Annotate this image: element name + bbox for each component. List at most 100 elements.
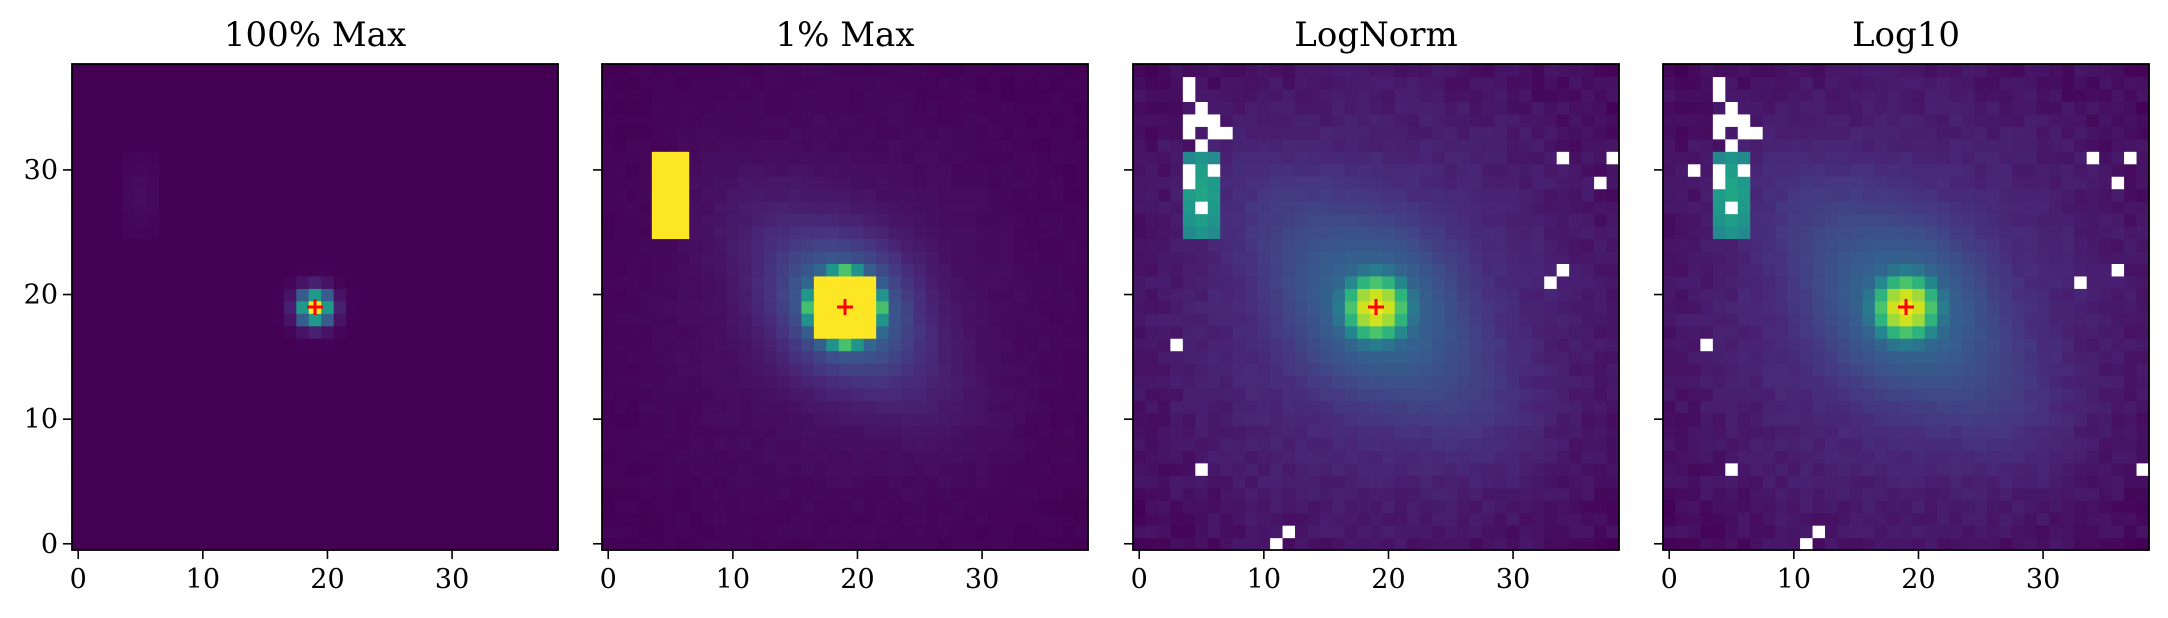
image-pixel xyxy=(1419,151,1433,165)
image-pixel xyxy=(96,437,110,451)
image-pixel xyxy=(321,250,335,264)
image-pixel xyxy=(1432,76,1446,90)
image-pixel xyxy=(975,300,989,314)
image-pixel xyxy=(1232,500,1246,514)
image-pixel xyxy=(689,400,703,414)
image-pixel xyxy=(913,450,927,464)
image-pixel xyxy=(614,350,628,364)
image-pixel xyxy=(308,250,322,264)
image-pixel xyxy=(739,487,753,501)
image-pixel xyxy=(221,412,235,426)
image-pixel xyxy=(1544,126,1558,140)
image-pixel xyxy=(913,350,927,364)
image-pixel xyxy=(1974,487,1988,501)
image-pixel xyxy=(988,350,1002,364)
image-pixel xyxy=(2011,475,2025,489)
image-pixel xyxy=(801,238,815,252)
image-pixel xyxy=(1270,88,1284,102)
image-pixel xyxy=(196,325,210,339)
image-pixel xyxy=(209,338,223,352)
image-pixel xyxy=(888,213,902,227)
image-pixel xyxy=(1157,425,1171,439)
image-pixel xyxy=(602,487,616,501)
image-pixel xyxy=(1544,263,1558,277)
image-pixel xyxy=(726,126,740,140)
image-pixel xyxy=(2086,450,2100,464)
image-pixel xyxy=(913,363,927,377)
image-pixel xyxy=(1949,437,1963,451)
image-pixel xyxy=(1000,487,1014,501)
image-pixel xyxy=(1000,201,1014,215)
image-pixel xyxy=(184,138,198,152)
image-pixel xyxy=(1270,188,1284,202)
image-pixel xyxy=(533,201,547,215)
image-pixel xyxy=(901,76,915,90)
image-pixel xyxy=(751,138,765,152)
image-pixel xyxy=(1145,126,1159,140)
image-pixel xyxy=(184,537,198,551)
image-pixel xyxy=(1481,363,1495,377)
image-pixel xyxy=(1369,350,1383,364)
image-pixel xyxy=(121,325,135,339)
image-pixel xyxy=(901,275,915,289)
image-pixel xyxy=(626,500,640,514)
image-pixel xyxy=(458,238,472,252)
image-pixel xyxy=(1494,275,1508,289)
image-pixel xyxy=(1182,363,1196,377)
image-pixel xyxy=(1025,512,1039,526)
image-pixel xyxy=(813,425,827,439)
image-pixel xyxy=(1013,375,1027,389)
image-pixel xyxy=(1232,363,1246,377)
image-pixel xyxy=(258,325,272,339)
image-pixel xyxy=(470,425,484,439)
image-pixel xyxy=(1987,462,2001,476)
image-pixel xyxy=(876,388,890,402)
image-pixel xyxy=(726,412,740,426)
image-pixel xyxy=(533,475,547,489)
image-pixel xyxy=(470,163,484,177)
image-pixel xyxy=(913,512,927,526)
image-pixel xyxy=(408,201,422,215)
image-pixel xyxy=(988,450,1002,464)
image-pixel xyxy=(171,226,185,240)
image-pixel xyxy=(159,263,173,277)
image-pixel xyxy=(333,288,347,302)
image-pixel xyxy=(358,213,372,227)
image-pixel xyxy=(901,350,915,364)
image-pixel xyxy=(739,400,753,414)
image-pixel xyxy=(801,437,815,451)
image-pixel xyxy=(988,138,1002,152)
image-pixel xyxy=(1025,76,1039,90)
image-pixel xyxy=(1170,350,1184,364)
image-pixel xyxy=(801,64,815,78)
image-pixel xyxy=(901,188,915,202)
image-pixel xyxy=(689,300,703,314)
image-pixel xyxy=(134,450,148,464)
image-pixel xyxy=(470,313,484,327)
image-pixel xyxy=(1481,400,1495,414)
image-pixel xyxy=(1220,288,1234,302)
image-pixel xyxy=(801,201,815,215)
image-pixel xyxy=(602,113,616,127)
image-pixel xyxy=(1038,412,1052,426)
image-pixel xyxy=(1257,188,1271,202)
image-pixel xyxy=(209,226,223,240)
image-pixel xyxy=(371,450,385,464)
image-pixel xyxy=(1307,250,1321,264)
image-pixel xyxy=(1145,226,1159,240)
image-pixel xyxy=(651,500,665,514)
image-pixel xyxy=(134,462,148,476)
image-pixel xyxy=(826,338,840,352)
image-pixel xyxy=(1581,263,1595,277)
image-pixel xyxy=(1133,500,1147,514)
image-pixel xyxy=(271,263,285,277)
image-pixel xyxy=(1075,500,1089,514)
image-pixel xyxy=(1481,64,1495,78)
image-pixel xyxy=(726,450,740,464)
image-pixel xyxy=(296,300,310,314)
image-pixel xyxy=(1182,151,1196,165)
image-pixel xyxy=(689,475,703,489)
image-pixel xyxy=(926,163,940,177)
image-pixel xyxy=(602,475,616,489)
image-pixel xyxy=(533,226,547,240)
